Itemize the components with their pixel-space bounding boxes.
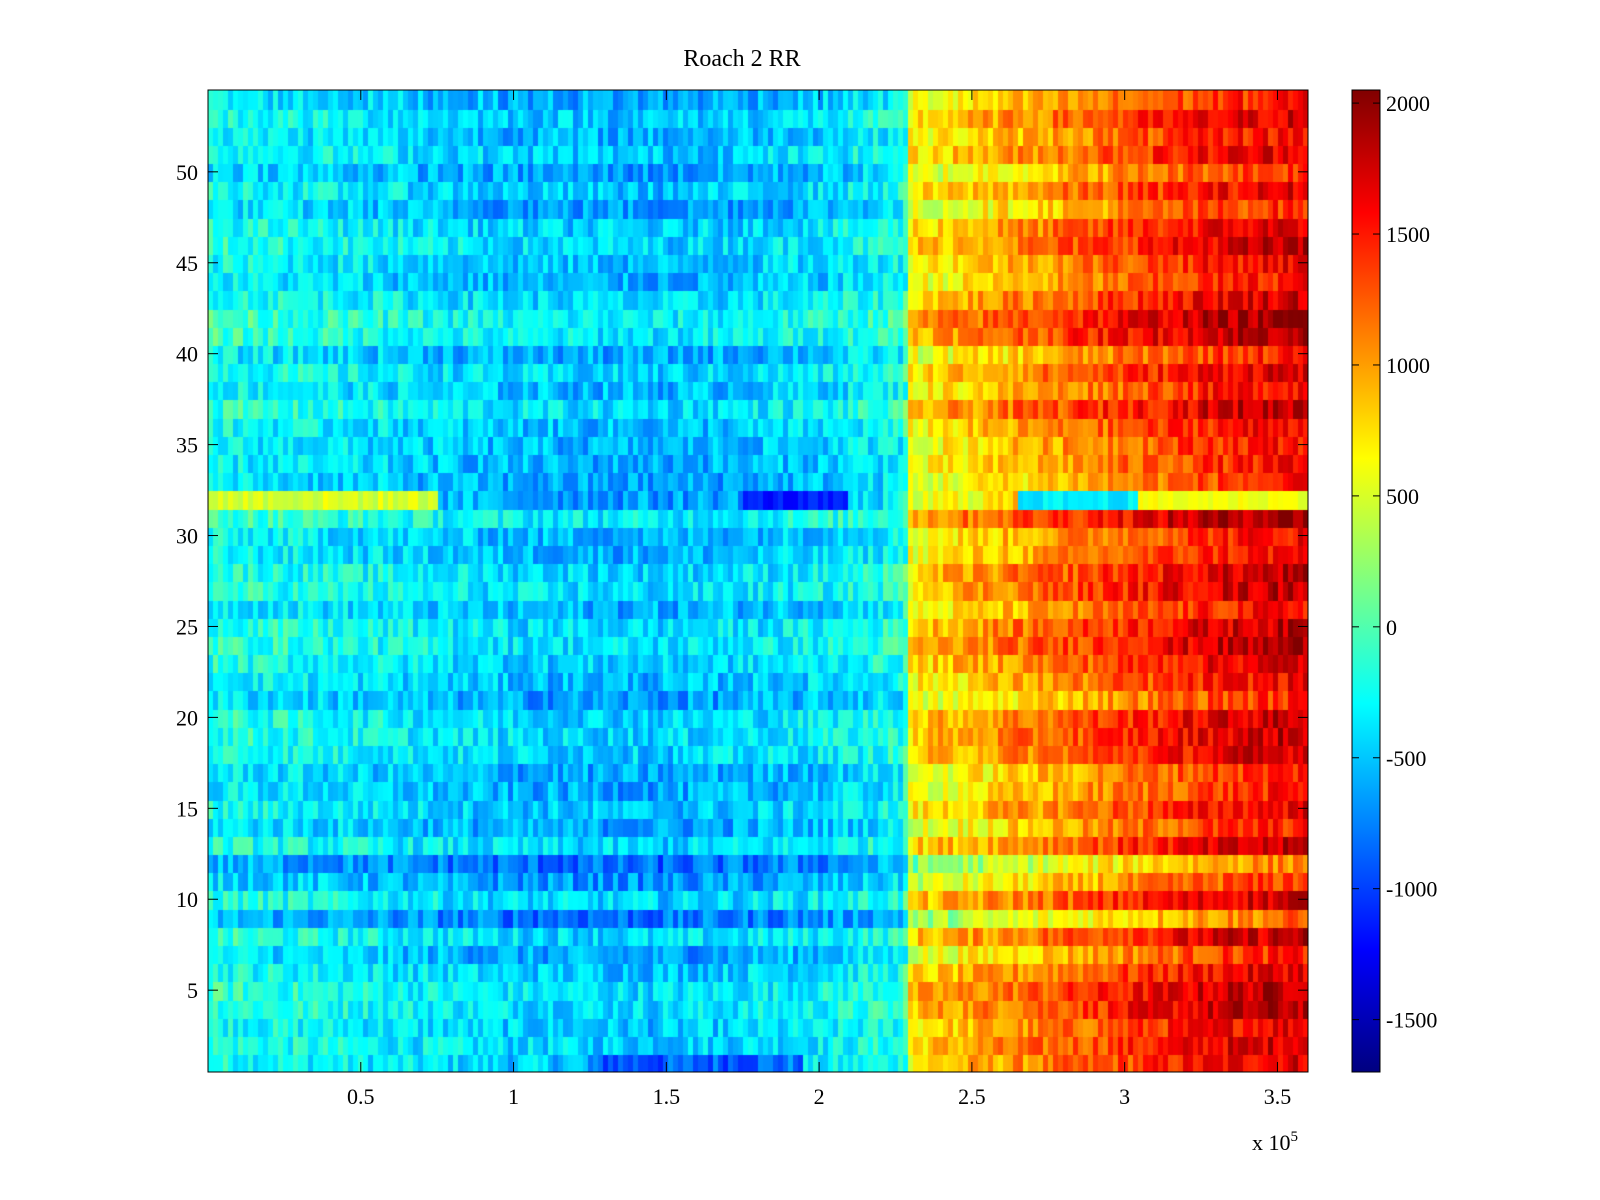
x-tick-label: 0.5 <box>347 1084 375 1109</box>
x-multiplier-base: x 10 <box>1252 1130 1291 1155</box>
x-tick-label: 2 <box>814 1084 825 1109</box>
colorbar-tick-label: 0 <box>1386 615 1397 640</box>
y-tick-label: 35 <box>176 433 198 458</box>
y-tick-label: 5 <box>187 978 198 1003</box>
y-tick-label: 40 <box>176 342 198 367</box>
x-axis-multiplier: x 105 <box>1252 1129 1298 1155</box>
colorbar-tick-label: -1000 <box>1386 877 1437 902</box>
y-tick-label: 45 <box>176 251 198 276</box>
colorbar-tick-label: 500 <box>1386 484 1419 509</box>
plot-frame <box>207 89 1309 1073</box>
colorbar-tick-label: -500 <box>1386 746 1426 771</box>
y-tick-label: 50 <box>176 160 198 185</box>
x-tick-label: 1 <box>508 1084 519 1109</box>
x-tick-label: 3.5 <box>1264 1084 1292 1109</box>
y-tick-label: 10 <box>176 887 198 912</box>
heatmap-cells <box>208 90 1308 1072</box>
y-tick-label: 15 <box>176 796 198 821</box>
y-axis: 5 10 15 20 25 30 35 40 45 50 <box>176 160 1308 1003</box>
x-tick-label: 2.5 <box>958 1084 986 1109</box>
colorbar-tick-label: -1500 <box>1386 1008 1437 1033</box>
y-tick-label: 30 <box>176 524 198 549</box>
colorbar: -1500 -1000 -500 0 500 1000 1500 2000 <box>1351 89 1437 1073</box>
x-tick-label: 1.5 <box>653 1084 681 1109</box>
y-tick-label: 20 <box>176 705 198 730</box>
y-tick-label: 25 <box>176 614 198 639</box>
colorbar-tick-label: 1500 <box>1386 222 1430 247</box>
x-tick-label: 3 <box>1119 1084 1130 1109</box>
colorbar-tick-label: 2000 <box>1386 91 1430 116</box>
colorbar-gradient <box>1351 89 1381 1073</box>
x-multiplier-exponent: 5 <box>1291 1129 1299 1145</box>
colorbar-tick-label: 1000 <box>1386 353 1430 378</box>
x-axis: 0.5 1 1.5 2 2.5 3 3.5 <box>347 90 1291 1109</box>
chart-title: Roach 2 RR <box>683 46 800 72</box>
heatmap-plot-area <box>208 90 1308 1072</box>
